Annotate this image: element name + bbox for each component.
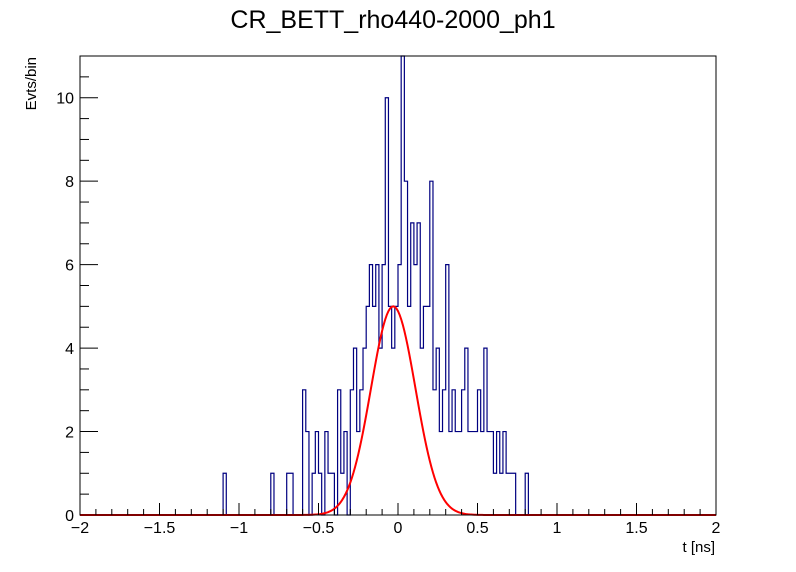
- y-tick-label: 4: [65, 341, 74, 358]
- x-tick-label: −1.5: [144, 520, 176, 537]
- y-tick-label: 10: [56, 91, 74, 108]
- x-axis-label: t [ns]: [682, 539, 715, 556]
- x-tick-label: −0.5: [303, 520, 335, 537]
- y-tick-label: 2: [65, 425, 74, 442]
- x-tick-label: 0: [394, 520, 403, 537]
- x-tick-label: 1: [553, 520, 562, 537]
- y-tick-label: 0: [65, 508, 74, 525]
- plot-area: −2 −1.5 −1 −0.5 0 0.5 1 1.5 2 0 2 4 6 8 10: [56, 55, 721, 537]
- chart-title: CR_BETT_rho440-2000_ph1: [230, 6, 555, 34]
- x-tick-label: 0.5: [466, 520, 488, 537]
- y-tick-label: 8: [65, 174, 74, 191]
- x-tick-label: 1.5: [625, 520, 647, 537]
- x-tick-label: −1: [230, 520, 248, 537]
- y-axis-label: Evts/bin: [23, 57, 40, 110]
- x-tick-label: 2: [712, 520, 721, 537]
- x-tick-label: −2: [71, 520, 89, 537]
- y-tick-label: 6: [65, 258, 74, 275]
